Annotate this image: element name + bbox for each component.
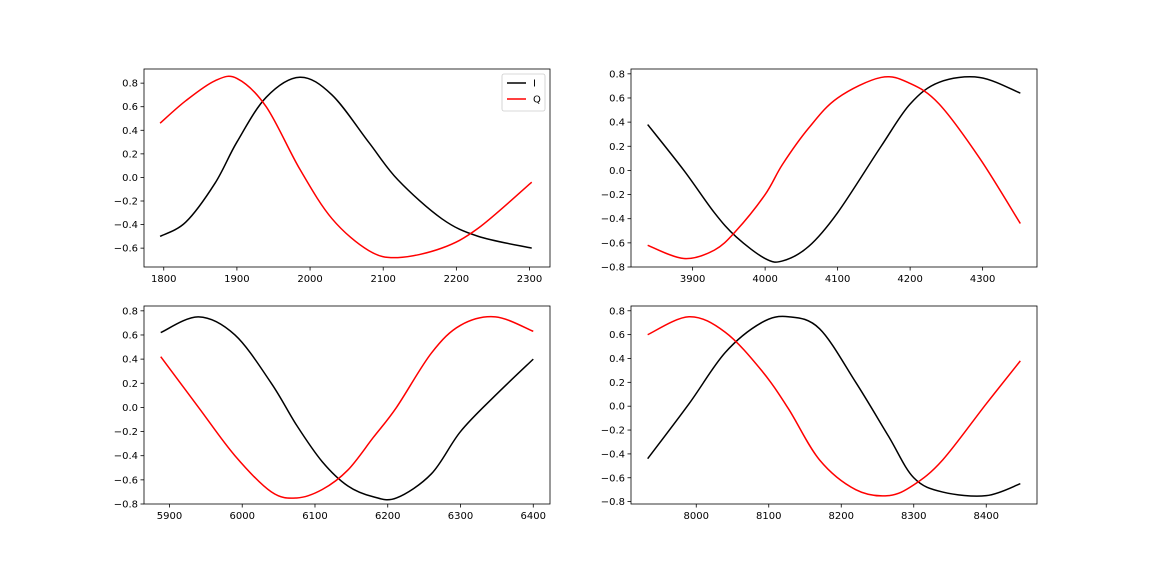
y-tick-label: −0.2 bbox=[601, 190, 625, 201]
series-line-q bbox=[647, 315, 1021, 497]
y-tick-label: 0.0 bbox=[122, 173, 138, 184]
y-tick-label: −0.6 bbox=[601, 473, 625, 484]
x-tick-label: 6300 bbox=[448, 511, 473, 522]
y-tick-label: 0.8 bbox=[122, 79, 138, 90]
x-tick-label: 5900 bbox=[157, 511, 182, 522]
axes-frame bbox=[630, 305, 1038, 505]
y-tick-label: 0.8 bbox=[609, 69, 625, 80]
axes-frame bbox=[630, 68, 1038, 268]
y-tick-label: −0.2 bbox=[114, 427, 138, 438]
legend-label-i: I bbox=[533, 79, 536, 90]
y-tick-label: 0.4 bbox=[609, 354, 625, 365]
x-tick-label: 3900 bbox=[680, 274, 705, 285]
x-tick-label: 6000 bbox=[229, 511, 254, 522]
y-tick-label: 0.2 bbox=[609, 142, 625, 153]
y-tick-label: −0.8 bbox=[601, 263, 625, 274]
y-tick-label: 0.4 bbox=[609, 118, 625, 129]
x-tick-label: 8100 bbox=[756, 511, 781, 522]
y-tick-label: −0.6 bbox=[114, 244, 138, 255]
y-tick-label: 0.4 bbox=[122, 126, 138, 137]
x-tick-label: 2000 bbox=[297, 274, 322, 285]
x-tick-label: 8300 bbox=[901, 511, 926, 522]
y-tick-label: 0.4 bbox=[122, 355, 138, 366]
y-tick-label: −0.8 bbox=[601, 497, 625, 508]
series-line-q bbox=[160, 315, 534, 499]
x-tick-label: 8000 bbox=[684, 511, 709, 522]
subplot-3: 5900 6000 6100 6200 6300 6400 −0.8 −0.6 −0.4 −0.2… bbox=[114, 305, 551, 522]
y-tick-label: −0.6 bbox=[114, 475, 138, 486]
x-tick-label: 4100 bbox=[825, 274, 850, 285]
series-line-i bbox=[159, 76, 532, 249]
x-tick-label: 4000 bbox=[752, 274, 777, 285]
legend-label-q: Q bbox=[533, 95, 541, 106]
series-line-i bbox=[160, 316, 534, 501]
axes-frame bbox=[143, 305, 551, 505]
y-tick-label: 0.6 bbox=[122, 330, 138, 341]
y-tick-label: −0.4 bbox=[114, 220, 138, 231]
y-tick-label: 0.6 bbox=[122, 102, 138, 113]
y-tick-label: 0.6 bbox=[609, 330, 625, 341]
y-tick-label: −0.2 bbox=[114, 197, 138, 208]
axes-frame bbox=[143, 68, 551, 268]
y-tick-label: −0.6 bbox=[601, 238, 625, 249]
series-line-i bbox=[647, 315, 1021, 497]
x-tick-label: 8200 bbox=[829, 511, 854, 522]
x-tick-label: 8400 bbox=[974, 511, 999, 522]
y-tick-label: 0.8 bbox=[609, 306, 625, 317]
y-tick-label: 0.0 bbox=[122, 403, 138, 414]
x-tick-label: 4200 bbox=[897, 274, 922, 285]
series-line-q bbox=[647, 76, 1021, 260]
y-tick-label: 0.8 bbox=[122, 306, 138, 317]
y-tick-label: 0.2 bbox=[122, 379, 138, 390]
y-tick-label: −0.4 bbox=[114, 451, 138, 462]
x-tick-label: 2100 bbox=[370, 274, 395, 285]
x-tick-label: 1800 bbox=[151, 274, 176, 285]
x-tick-label: 2200 bbox=[444, 274, 469, 285]
legend: IQ bbox=[501, 73, 546, 112]
x-tick-label: 2300 bbox=[517, 274, 542, 285]
y-tick-label: −0.4 bbox=[601, 214, 625, 225]
y-tick-label: 0.6 bbox=[609, 93, 625, 104]
x-tick-label: 6400 bbox=[521, 511, 546, 522]
x-tick-label: 6100 bbox=[302, 511, 327, 522]
series-line-q bbox=[159, 75, 533, 259]
y-tick-label: 0.2 bbox=[122, 149, 138, 160]
subplot-2: 3900 4000 4100 4200 4300 −0.8 −0.6 −0.4 −0.2 0.0 0… bbox=[601, 68, 1038, 285]
y-tick-label: 0.0 bbox=[609, 402, 625, 413]
x-tick-label: 1900 bbox=[224, 274, 249, 285]
subplot-1: 1800 1900 2000 2100 2200 2300 −0.6 −0.4 −0.2 0.0 0… bbox=[114, 68, 551, 285]
x-tick-label: 4300 bbox=[970, 274, 995, 285]
y-tick-label: 0.2 bbox=[609, 378, 625, 389]
subplot-4: 8000 8100 8200 8300 8400 −0.8 −0.6 −0.4 −0.2 0.0 0… bbox=[601, 305, 1038, 522]
series-line-i bbox=[647, 76, 1021, 263]
y-tick-label: −0.8 bbox=[114, 500, 138, 511]
x-tick-label: 6200 bbox=[375, 511, 400, 522]
y-tick-label: −0.2 bbox=[601, 426, 625, 437]
y-tick-label: 0.0 bbox=[609, 166, 625, 177]
y-tick-label: −0.4 bbox=[601, 449, 625, 460]
